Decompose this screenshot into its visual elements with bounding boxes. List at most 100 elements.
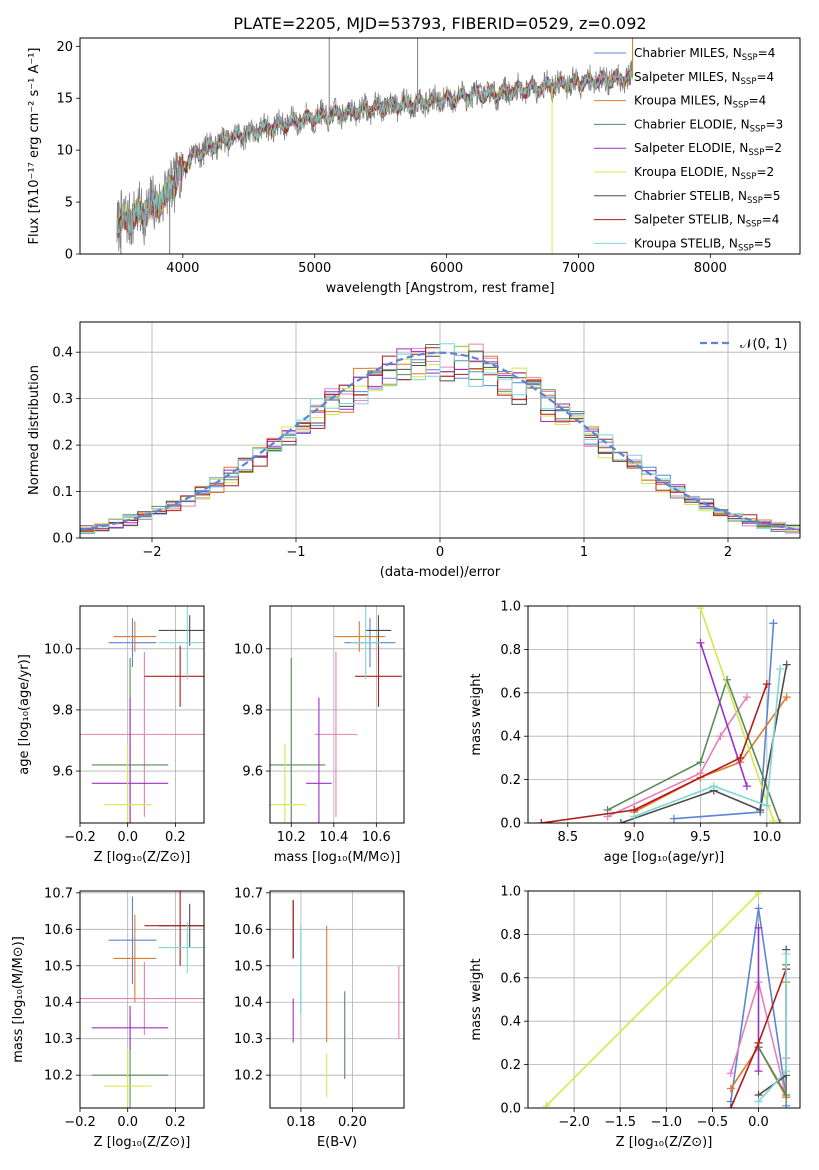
weight-marker — [736, 753, 745, 762]
weight-marker — [742, 782, 751, 791]
x-tick-label: 8.5 — [557, 830, 578, 845]
errorbar-point — [103, 1049, 152, 1108]
x-tick-label: −1.0 — [651, 1115, 683, 1130]
errorbar-point — [108, 896, 157, 984]
weight-line — [730, 908, 787, 1106]
panel-age-weight: 8.5 9.0 9.5 10.0 0.0 0.2 0.4 0.6 0.8 1.0 age [log₁… — [469, 600, 801, 865]
x-tick-label: 0.0 — [748, 1115, 769, 1130]
y-tick-label: 0.4 — [500, 1015, 521, 1030]
x-tick-label: −2 — [142, 545, 161, 560]
x-tick-label: 0.2 — [165, 1115, 186, 1130]
axes-frame — [79, 37, 801, 255]
x-tick-label: 0.18 — [286, 1115, 315, 1130]
weight-marker — [776, 664, 785, 673]
y-tick-label: 0.1 — [52, 485, 73, 500]
y-tick-label: 10 — [56, 144, 73, 159]
errorbar-point — [91, 697, 169, 823]
x-tick-label: −2.0 — [558, 1115, 590, 1130]
y-tick-label: 10.7 — [234, 886, 263, 901]
weight-marker — [762, 801, 771, 810]
x-tick-label: 0.0 — [117, 1115, 138, 1130]
y-tick-label: 10.0 — [44, 642, 73, 657]
y-tick-label: 10.4 — [44, 996, 73, 1011]
x-tick-label: 10.6 — [362, 830, 391, 845]
weight-marker — [754, 1097, 763, 1106]
legend-label: Kroupa ELODIE, NSSP=2 — [634, 165, 774, 182]
y-tick-label: 10.6 — [44, 923, 73, 938]
panel-z-weight: −2.0 −1.5 −1.0 −0.5 0.0 0.0 0.2 0.4 0.6 0.8 1.0 Z [… — [469, 885, 801, 1150]
weight-marker — [782, 1101, 791, 1108]
weight-marker — [742, 693, 751, 702]
plot-area — [116, 38, 634, 254]
weight-line — [633, 668, 781, 818]
weight-marker — [669, 814, 678, 823]
y-tick-label: 1.0 — [500, 600, 521, 615]
y-tick-label: 9.6 — [52, 765, 73, 780]
plot-area — [80, 606, 204, 823]
x-tick-label: 5000 — [298, 261, 331, 276]
weight-marker — [782, 1067, 791, 1076]
weight-line — [607, 677, 781, 823]
y-tick-label: 0.8 — [500, 928, 521, 943]
y-axis-label: age [log₁₀(age/yr)] — [17, 654, 32, 775]
errorbar-point — [333, 621, 385, 652]
errorbar-point — [306, 697, 332, 823]
weight-marker — [616, 819, 625, 823]
normal-curve — [80, 351, 800, 531]
legend-label: Salpeter MILES, NSSP=4 — [634, 70, 774, 87]
axes-frame — [269, 890, 405, 1109]
weight-line — [633, 696, 788, 813]
y-tick-label: 9.6 — [242, 765, 263, 780]
weight-marker — [726, 1104, 735, 1108]
weight-marker — [726, 1084, 735, 1093]
x-tick-label: 9.5 — [690, 830, 711, 845]
x-tick-label: −1.5 — [604, 1115, 636, 1130]
x-tick-label: 10.4 — [319, 830, 348, 845]
weight-marker — [782, 949, 791, 958]
y-axis-label: mass weight — [469, 958, 484, 1040]
y-axis-label: Flux [fλ10⁻¹⁷ erg cm⁻² s⁻¹ A⁻¹] — [27, 48, 42, 245]
plot-area — [270, 606, 404, 823]
errorbar-point — [158, 922, 204, 974]
errorbar-point — [158, 615, 204, 646]
weight-line — [545, 892, 760, 1107]
axes-frame — [269, 605, 405, 824]
y-tick-label: 10.6 — [234, 923, 263, 938]
x-axis-label: Z [log₁₀(Z/Z⊙)] — [616, 1135, 713, 1150]
panel-spectrum: 4000 5000 6000 7000 8000 0 5 10 15 20 wavelength [… — [27, 37, 801, 296]
plot-area — [528, 891, 800, 1108]
errorbar-point — [270, 743, 307, 823]
errorbar-point — [350, 606, 381, 680]
y-tick-label: 0.0 — [52, 532, 73, 547]
axes-frame — [527, 890, 801, 1109]
weight-marker — [716, 732, 725, 741]
axes-frame — [79, 890, 205, 1109]
y-tick-label: 0.4 — [52, 346, 73, 361]
plot-area — [528, 606, 800, 823]
errorbar-point — [80, 651, 204, 817]
weight-line — [699, 642, 748, 787]
weight-line — [699, 607, 775, 822]
x-tick-label: 4000 — [166, 261, 199, 276]
weight-marker — [542, 1101, 551, 1108]
x-axis-label: Z [log₁₀(Z/Z⊙)] — [94, 850, 191, 865]
weight-line — [607, 696, 748, 818]
y-tick-label: 10.3 — [234, 1032, 263, 1047]
weight-marker — [769, 619, 778, 628]
weight-marker — [537, 819, 546, 823]
y-tick-label: 0.2 — [500, 773, 521, 788]
errorbar-point — [103, 743, 152, 823]
errorbar-point — [108, 618, 157, 668]
legend-label: Kroupa STELIB, NSSP=5 — [634, 236, 772, 253]
errorbar-point — [80, 962, 204, 1036]
legend-label: Chabrier MILES, NSSP=4 — [634, 46, 775, 63]
weight-marker — [762, 680, 771, 689]
y-axis-label: mass weight — [469, 673, 484, 755]
y-tick-label: 10.2 — [44, 1069, 73, 1084]
y-tick-label: 0.2 — [52, 439, 73, 454]
y-tick-label: 20 — [56, 40, 73, 55]
x-tick-label: 6000 — [430, 261, 463, 276]
y-tick-label: 10.3 — [44, 1032, 73, 1047]
plot-area — [270, 891, 404, 1108]
